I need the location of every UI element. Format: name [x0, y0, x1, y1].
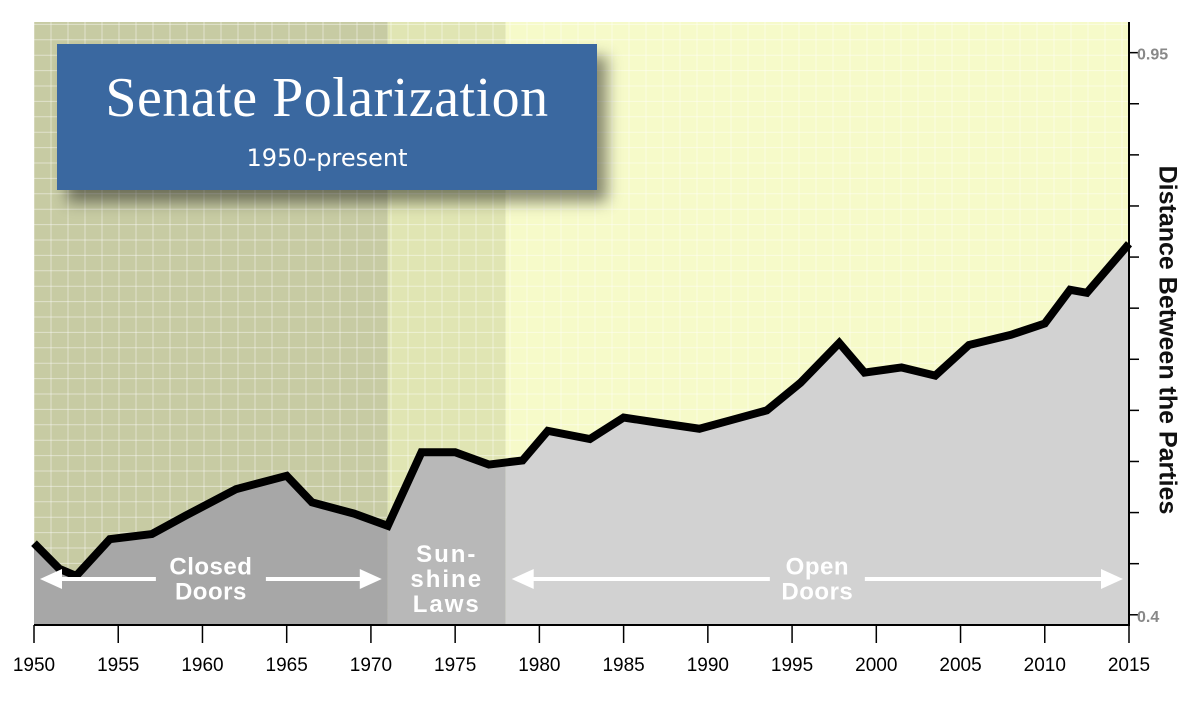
era-label-1-line-2: Laws [413, 591, 481, 618]
y-axis-label: Distance Between the Parties [1153, 165, 1182, 515]
x-tick-label: 1980 [518, 655, 560, 676]
x-tick-label: 2000 [855, 655, 897, 676]
era-label-1-line-1: shine [410, 566, 483, 593]
era-label-knockout [769, 571, 865, 588]
x-tick-label: 2010 [1024, 655, 1066, 676]
era-arrow-head-right [1101, 569, 1123, 590]
era-label-2-line-0: Open [786, 554, 849, 581]
x-tick-label: 1975 [434, 655, 476, 676]
era-label-0-line-1: Doors [175, 579, 247, 606]
x-tick-label: 1990 [687, 655, 729, 676]
x-tick-label: 1995 [771, 655, 813, 676]
x-tick-label: 2015 [1108, 655, 1150, 676]
title-box: Senate Polarization 1950-present [57, 44, 597, 190]
polarization-line [31, 241, 1133, 581]
era-arrow-head-left [511, 569, 534, 590]
chart-title: Senate Polarization [105, 67, 549, 129]
x-tick-label: 1965 [266, 655, 308, 676]
chart-subtitle: 1950-present [246, 144, 408, 172]
era-arrow-head-right [359, 569, 382, 590]
era-arrow-head-left [40, 569, 62, 590]
axes: 1950 1955 1960 1965 1970 1975 1980 1985 1990 1995… [13, 22, 1168, 676]
x-tick-label: 1960 [181, 655, 223, 676]
x-tick-label: 1985 [602, 655, 644, 676]
x-tick-label: 2005 [939, 655, 981, 676]
y-tick-label: 0.95 [1137, 47, 1168, 64]
x-tick-label: 1970 [350, 655, 392, 676]
era-label-0-line-0: Closed [169, 554, 252, 581]
era-label-knockout [155, 571, 266, 588]
era-label-1-line-0: Sun- [416, 541, 477, 568]
x-tick-label: 1955 [97, 655, 139, 676]
y-tick-label: 0.4 [1137, 609, 1159, 626]
era-label-2-line-1: Doors [781, 579, 853, 606]
x-tick-label: 1950 [13, 655, 55, 676]
